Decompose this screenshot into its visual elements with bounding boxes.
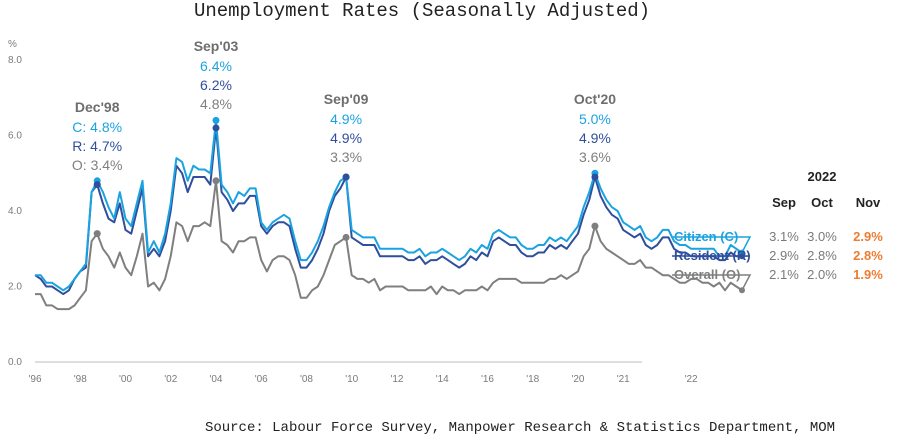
annotation-title: Dec'98 — [75, 99, 120, 115]
annotation-value: 4.9% — [579, 130, 611, 146]
annotation-value: 6.4% — [200, 58, 232, 74]
table-cell: 1.9% — [853, 267, 883, 282]
x-axis: '96 '98 '00 '02 '04 '06 '08 '10 '12 '14 '16 '18 '20 '… — [28, 374, 698, 385]
annotation-marker-resident — [212, 124, 220, 132]
table-cell: 2.9% — [853, 229, 883, 244]
legend-label-citizen: Citizen (C) — [674, 229, 738, 244]
x-tick-label: '10 — [345, 374, 358, 385]
annotation-value: R: 4.7% — [72, 138, 122, 154]
series-line-resident — [34, 126, 742, 296]
annotation-value: 6.2% — [200, 77, 232, 93]
annotation-marker-citizen — [212, 116, 220, 124]
annotation-value: 3.6% — [579, 149, 611, 165]
annotation-title: Oct'20 — [574, 91, 616, 107]
x-tick-label: '21 — [617, 374, 630, 385]
annotation-marker-resident — [93, 181, 101, 189]
annotation-value: O: 3.4% — [72, 157, 123, 173]
annotation-title: Sep'03 — [194, 38, 239, 54]
x-tick-label: '12 — [390, 374, 403, 385]
table-year: 2022 — [808, 169, 837, 184]
y-tick-label: 0.0 — [8, 357, 22, 368]
legend-leader-citizen — [672, 236, 752, 253]
series-line-citizen — [35, 119, 743, 292]
x-tick-label: '96 — [28, 374, 41, 385]
table-cell: 3.0% — [807, 229, 837, 244]
annotation-title: Sep'09 — [324, 91, 369, 107]
y-unit-label: % — [8, 39, 17, 50]
y-tick-label: 8.0 — [8, 55, 22, 66]
summary-table: 2022 Sep Oct Nov 3.1% 3.0% 2.9% 2.9% 2.8% 2.8% 2.1… — [769, 169, 883, 282]
table-month-header: Oct — [811, 195, 833, 210]
annotation-marker-overall — [212, 177, 220, 185]
annotation-value: 4.9% — [330, 130, 362, 146]
annotation-marker-overall — [342, 233, 350, 241]
y-axis: 0.0 2.0 4.0 6.0 8.0 — [8, 55, 22, 368]
annotation-value: 4.9% — [330, 111, 362, 127]
table-month-header: Sep — [772, 195, 796, 210]
annotation-marker-overall — [93, 230, 101, 238]
x-tick-label: '14 — [436, 374, 449, 385]
x-tick-label: '02 — [164, 374, 177, 385]
peak-annotations: Dec'98 C: 4.8% R: 4.7% O: 3.4% Sep'03 6.4% 6.2… — [72, 38, 616, 241]
annotation-value: 4.8% — [200, 96, 232, 112]
table-cell: 2.8% — [807, 248, 837, 263]
table-cell: 2.9% — [769, 248, 799, 263]
table-month-header: Nov — [856, 195, 881, 210]
annotation-marker-resident — [591, 173, 599, 181]
table-cell: 3.1% — [769, 229, 799, 244]
annotation-value: C: 4.8% — [72, 119, 122, 135]
x-tick-label: '08 — [300, 374, 313, 385]
chart-title: Unemployment Rates (Seasonally Adjusted) — [194, 0, 650, 22]
legend-leader-overall — [672, 274, 752, 291]
legend-label-overall: Overall (O) — [674, 267, 740, 282]
annotation-value: 5.0% — [579, 111, 611, 127]
source-note: Source: Labour Force Survey, Manpower Re… — [205, 420, 835, 435]
table-cell: 2.0% — [807, 267, 837, 282]
legend: Citizen (C) Resident (R) Overall (O) — [672, 229, 752, 291]
y-tick-label: 2.0 — [8, 282, 22, 293]
annotation-marker-resident — [342, 173, 350, 181]
y-tick-label: 6.0 — [8, 131, 22, 142]
x-tick-label: '06 — [255, 374, 268, 385]
x-tick-label: '22 — [685, 374, 698, 385]
x-tick-label: '00 — [119, 374, 132, 385]
x-tick-label: '98 — [74, 374, 87, 385]
series-line-overall — [35, 179, 743, 311]
legend-label-resident: Resident (R) — [674, 248, 751, 263]
series-lines — [34, 119, 745, 311]
x-tick-label: '18 — [526, 374, 539, 385]
table-cell: 2.8% — [853, 248, 883, 263]
annotation-marker-overall — [591, 222, 599, 230]
x-tick-label: '20 — [571, 374, 584, 385]
y-tick-label: 4.0 — [8, 206, 22, 217]
x-tick-label: '04 — [209, 374, 222, 385]
table-cell: 2.1% — [769, 267, 799, 282]
annotation-value: 3.3% — [330, 149, 362, 165]
x-tick-label: '16 — [481, 374, 494, 385]
